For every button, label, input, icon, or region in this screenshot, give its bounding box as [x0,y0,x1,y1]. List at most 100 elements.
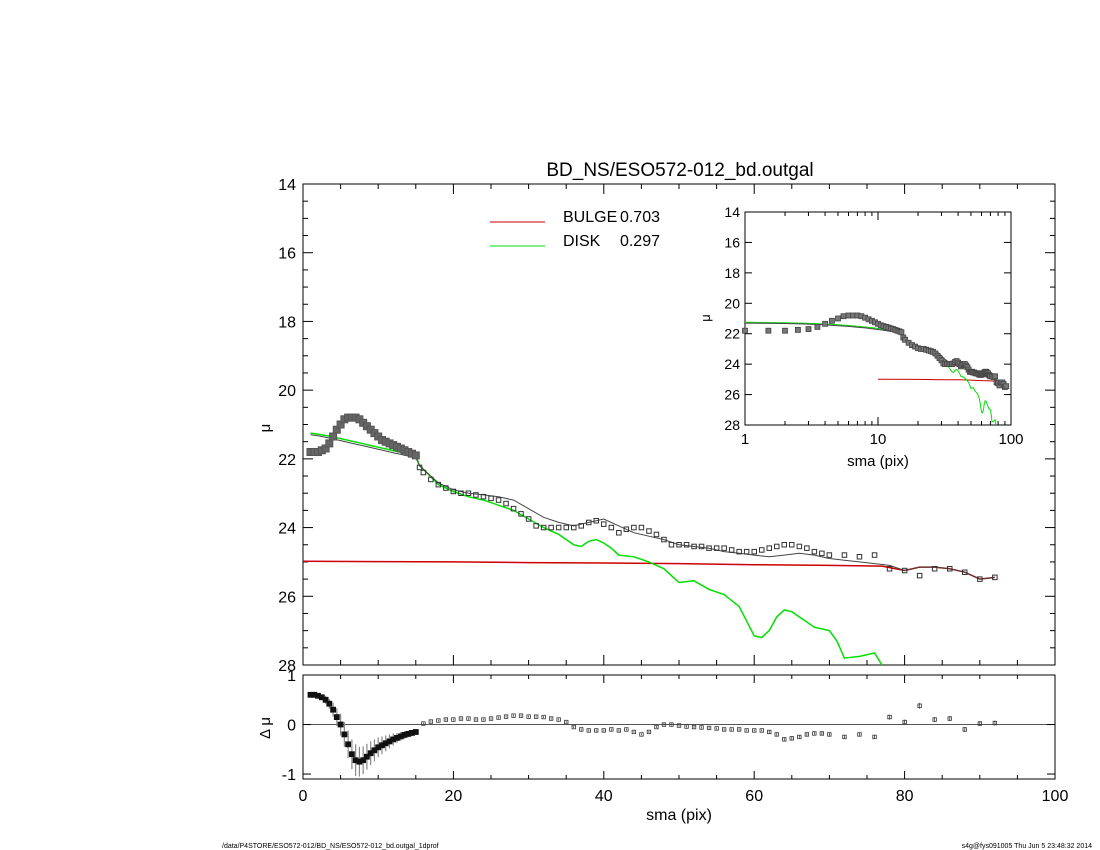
observed-point [804,545,810,551]
x-tick-label: 80 [896,788,914,805]
observed-point [450,488,457,495]
inset-observed-point [1003,383,1010,390]
observed-point [766,545,772,551]
residual-point [549,716,554,721]
residual-point [541,714,546,720]
residual-point [571,724,576,730]
observed-point [698,543,705,550]
residual-point [917,703,922,708]
observed-point [789,542,795,548]
inset-observed-point [765,327,772,334]
observed-point [510,505,517,512]
residual-point [887,714,892,720]
inset-x-tick-label: 10 [870,431,887,448]
observed-point [962,569,968,575]
observed-point [826,552,833,558]
residual-point [654,724,659,730]
inset-y-tick-label: 16 [724,234,740,250]
observed-point [593,518,599,524]
observed-point [525,516,532,522]
residual-point [699,725,704,730]
observed-point [931,566,938,572]
observed-point [465,490,472,496]
footer-file-path: /data/P4STORE/ESO572-012/BD_NS/ESO572-01… [222,843,439,850]
observed-point [992,574,998,581]
residual-point [857,732,862,737]
observed-point [856,554,863,560]
residual-point [782,737,787,742]
legend: BULGE 0.703 DISK 0.297 [490,209,660,250]
legend-bulge-value: 0.703 [620,209,660,226]
inset-observed-point [902,336,908,343]
residual-point [564,719,569,725]
inset-observed-point [795,326,801,333]
residual-point [706,725,712,731]
observed-point [661,536,667,543]
chart-title: BD_NS/ESO572-012_bd.outgal [546,160,813,181]
inset-axis-ticks: 14 16 18 20 22 24 26 281 10 100 [724,204,1023,448]
residual-point [363,753,370,760]
inset-observed-point [782,327,788,334]
residual-point [661,722,667,727]
x-tick-label: 40 [595,788,613,805]
inset-y-axis-label: μ [698,314,713,322]
observed-point [518,511,524,517]
inset-y-tick-label: 24 [724,356,740,372]
observed-point [428,476,434,483]
inset-y-tick-label: 28 [724,417,740,433]
inset-observed-point [992,373,998,380]
observed-point [947,566,953,572]
main-y-tick-label: 20 [278,383,296,400]
observed-point [631,524,637,531]
observed-point [781,542,787,548]
inset-y-tick-label: 20 [724,295,740,311]
residual-points [307,691,997,777]
residual-point [744,728,749,733]
residual-point [579,727,584,732]
observed-point [480,493,487,500]
observed-point [503,500,509,507]
residual-point [752,728,757,733]
residual-point [992,720,997,726]
inset-x-tick-label: 100 [998,431,1023,448]
residual-point [729,727,734,732]
x-tick-label: 0 [299,788,308,805]
residual-point [812,731,817,736]
main-y-tick-label: 24 [278,521,296,538]
residual-point [789,736,794,741]
inset-observed-point [814,323,821,330]
observed-point [811,548,818,555]
residual-point [322,696,329,703]
observed-point [601,521,607,527]
residual-point [842,734,847,740]
residual-point [326,700,333,707]
residual-point [639,732,644,737]
legend-bulge-label: BULGE [563,209,617,226]
main-y-tick-label: 16 [278,246,296,263]
residual-point [466,716,471,721]
residual-point [451,717,456,722]
observed-point [443,485,449,491]
residual-point [631,729,636,735]
x-axis-label: sma (pix) [646,807,712,824]
residual-point [436,718,441,723]
disk-line [310,432,883,666]
residual-point [932,717,937,722]
inset-observed-point [742,327,748,334]
residual-point [511,713,516,718]
residual-point [767,729,772,735]
inset-observed-point [829,317,835,324]
residual-point [360,757,367,764]
x-tick-label: 60 [745,788,763,805]
residual-point [586,728,591,733]
observed-point [416,464,423,471]
observed-point [668,542,675,548]
observed-point [841,552,848,558]
inset-observed-point [835,315,841,322]
observed-point [796,543,803,550]
residual-point [371,747,378,754]
observed-point [916,572,923,579]
observed-point [540,524,547,531]
bulge-series [302,560,995,580]
